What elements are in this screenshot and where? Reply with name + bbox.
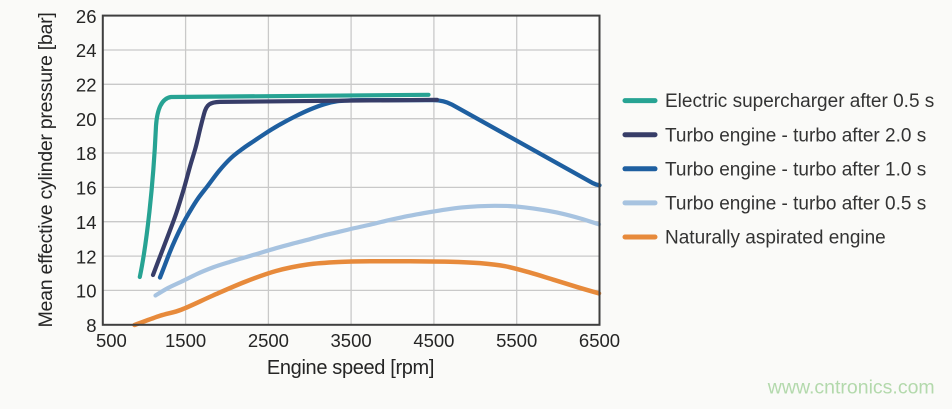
svg-text:24: 24 — [76, 40, 97, 61]
svg-text:20: 20 — [76, 109, 97, 130]
svg-text:2500: 2500 — [248, 330, 289, 351]
svg-text:3500: 3500 — [331, 330, 372, 351]
svg-text:Electric supercharger after 0.: Electric supercharger after 0.5 s — [665, 91, 934, 112]
svg-text:16: 16 — [76, 178, 97, 199]
svg-text:www.cntronics.com: www.cntronics.com — [767, 377, 935, 399]
svg-text:Turbo engine - turbo after 1.0: Turbo engine - turbo after 1.0 s — [665, 159, 926, 180]
svg-text:26: 26 — [76, 6, 97, 27]
svg-text:12: 12 — [76, 246, 97, 267]
svg-text:Naturally aspirated engine: Naturally aspirated engine — [665, 228, 886, 249]
svg-text:6500: 6500 — [579, 330, 620, 351]
svg-text:8: 8 — [86, 315, 96, 336]
svg-text:500: 500 — [96, 330, 127, 351]
svg-text:4500: 4500 — [413, 330, 454, 351]
svg-text:Engine speed [rpm]: Engine speed [rpm] — [267, 357, 434, 379]
svg-text:14: 14 — [76, 212, 97, 233]
svg-text:1500: 1500 — [165, 330, 206, 351]
svg-text:5500: 5500 — [496, 330, 537, 351]
svg-text:Mean effective cylinder pressu: Mean effective cylinder pressure [bar] — [35, 13, 57, 328]
svg-text:22: 22 — [76, 75, 97, 96]
svg-text:10: 10 — [76, 281, 97, 302]
svg-text:Turbo engine - turbo after 0.5: Turbo engine - turbo after 0.5 s — [665, 194, 926, 215]
svg-text:18: 18 — [76, 143, 97, 164]
svg-text:Turbo engine - turbo after 2.0: Turbo engine - turbo after 2.0 s — [665, 125, 926, 146]
